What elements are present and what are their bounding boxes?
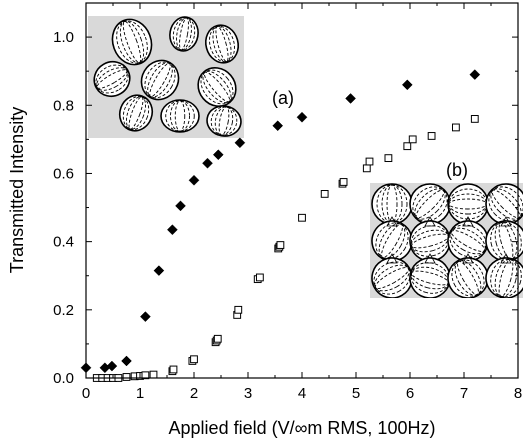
square-point — [255, 273, 264, 282]
diamond-point — [202, 157, 213, 169]
square-point — [149, 370, 158, 379]
diamond-point — [121, 355, 132, 367]
inset-b — [370, 183, 523, 298]
x-tick-label: 5 — [352, 385, 360, 402]
square-point — [384, 154, 393, 163]
droplet — [409, 183, 451, 225]
x-tick-label: 6 — [406, 385, 414, 402]
droplet — [447, 220, 489, 262]
droplet — [204, 24, 240, 64]
defect — [424, 253, 436, 264]
defect — [462, 253, 474, 264]
square-point — [452, 123, 460, 132]
panel-label-b: (b) — [446, 160, 468, 180]
inset-a — [88, 16, 244, 138]
square-point — [234, 305, 243, 314]
x-tick-label: 8 — [514, 385, 522, 402]
x-tick-label: 4 — [298, 385, 306, 402]
packed-droplets — [371, 183, 523, 298]
y-tick-label: 0.2 — [53, 302, 74, 319]
square-point — [298, 213, 306, 222]
defect — [500, 216, 512, 227]
droplet — [169, 16, 199, 52]
square-point — [408, 135, 417, 144]
droplet — [371, 257, 413, 298]
droplet — [485, 183, 523, 225]
defect — [386, 253, 398, 264]
droplet — [485, 220, 523, 262]
diamond-point — [469, 69, 481, 80]
x-axis: 0 1 2 3 4 5 6 7 8 — [82, 3, 522, 402]
square-point — [169, 365, 178, 374]
panel-label-a: (a) — [272, 88, 294, 108]
defect — [500, 253, 512, 264]
square-point — [427, 132, 436, 140]
square-point — [320, 190, 329, 198]
defect — [386, 216, 398, 227]
droplet — [160, 99, 200, 133]
diamond-point — [106, 360, 118, 372]
square-point — [365, 157, 374, 166]
droplet — [140, 59, 180, 101]
y-tick-label: 0.4 — [53, 234, 74, 251]
diamond-point — [401, 79, 413, 91]
droplet — [485, 257, 523, 298]
square-point — [362, 164, 371, 173]
droplet — [93, 60, 131, 98]
droplet — [447, 183, 489, 225]
square-point — [122, 373, 131, 381]
droplet — [206, 105, 242, 137]
defect — [424, 216, 436, 227]
square-point — [213, 334, 222, 343]
x-tick-label: 0 — [82, 385, 90, 402]
defect — [462, 216, 474, 227]
square-point — [403, 142, 412, 151]
x-tick-label: 7 — [460, 385, 468, 402]
droplet — [371, 183, 413, 225]
y-axis: 0.0 0.2 0.4 0.6 0.8 1.0 — [53, 2, 518, 387]
square-point — [141, 371, 150, 380]
diamond-point — [167, 224, 178, 236]
droplet — [371, 220, 413, 262]
y-tick-label: 0.0 — [53, 370, 74, 387]
diamond-point — [296, 111, 308, 123]
diamond-point — [175, 200, 186, 212]
diamond-point — [234, 137, 246, 149]
axes: 0 1 2 3 4 5 6 7 8 0.0 0.2 0.4 0.6 0.8 1.0 — [53, 2, 522, 402]
square-point — [470, 115, 479, 123]
series-1 — [80, 69, 481, 374]
droplet — [111, 18, 153, 66]
y-tick-label: 0.6 — [53, 165, 74, 182]
y-tick-label: 0.8 — [53, 97, 74, 114]
diamond-point — [212, 149, 224, 161]
square-point — [339, 178, 348, 186]
droplet — [197, 67, 237, 107]
diamond-point — [345, 93, 356, 104]
droplet — [447, 257, 489, 298]
x-tick-label: 3 — [244, 385, 252, 402]
square-point — [190, 355, 198, 364]
y-axis-title: Transmitted Intensity — [7, 107, 27, 273]
square-point — [276, 241, 285, 249]
diamond-point — [153, 265, 165, 276]
diamond-point — [140, 311, 151, 322]
droplet — [118, 94, 154, 132]
x-axis-title: Applied field (V/∞m RMS, 100Hz) — [169, 418, 436, 438]
x-tick-label: 1 — [136, 385, 144, 402]
diamond-point — [188, 174, 200, 186]
y-tick-label: 1.0 — [53, 29, 74, 46]
x-tick-label: 2 — [190, 385, 198, 402]
diamond-point — [272, 120, 284, 132]
